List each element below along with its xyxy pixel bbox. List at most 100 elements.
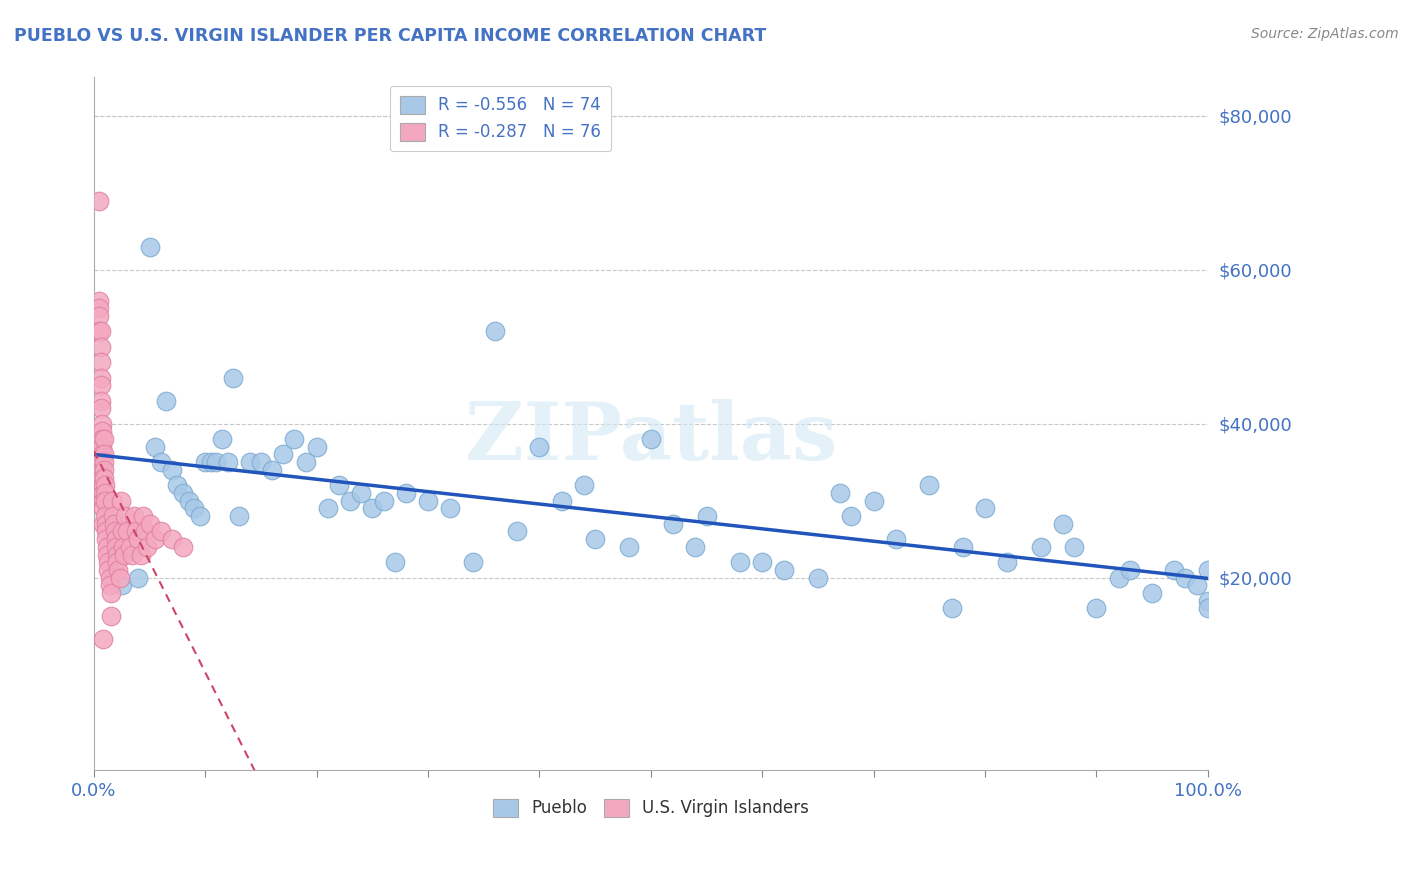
Point	[121, 548, 143, 562]
Point	[583, 532, 606, 546]
Point	[551, 493, 574, 508]
Point	[1140, 586, 1163, 600]
Point	[89, 309, 111, 323]
Point	[104, 524, 127, 539]
Point	[96, 516, 118, 531]
Point	[98, 578, 121, 592]
Point	[114, 509, 136, 524]
Point	[90, 425, 112, 439]
Point	[118, 540, 141, 554]
Point	[122, 509, 145, 524]
Point	[89, 301, 111, 316]
Point	[205, 455, 228, 469]
Point	[96, 532, 118, 546]
Point	[172, 540, 194, 554]
Point	[90, 432, 112, 446]
Point	[94, 509, 117, 524]
Point	[90, 448, 112, 462]
Point	[105, 532, 128, 546]
Point	[211, 432, 233, 446]
Point	[93, 448, 115, 462]
Point	[316, 501, 339, 516]
Point	[1063, 540, 1085, 554]
Point	[149, 524, 172, 539]
Text: PUEBLO VS U.S. VIRGIN ISLANDER PER CAPITA INCOME CORRELATION CHART: PUEBLO VS U.S. VIRGIN ISLANDER PER CAPIT…	[14, 27, 766, 45]
Legend: Pueblo, U.S. Virgin Islanders: Pueblo, U.S. Virgin Islanders	[486, 792, 815, 824]
Point	[294, 455, 316, 469]
Point	[96, 524, 118, 539]
Point	[105, 548, 128, 562]
Point	[952, 540, 974, 554]
Point	[194, 455, 217, 469]
Point	[91, 486, 114, 500]
Point	[1197, 563, 1219, 577]
Point	[228, 509, 250, 524]
Point	[100, 586, 122, 600]
Point	[136, 540, 159, 554]
Point	[138, 240, 160, 254]
Point	[93, 455, 115, 469]
Point	[1185, 578, 1208, 592]
Point	[90, 370, 112, 384]
Point	[90, 417, 112, 431]
Point	[129, 548, 152, 562]
Point	[695, 509, 717, 524]
Point	[200, 455, 222, 469]
Point	[506, 524, 529, 539]
Point	[918, 478, 941, 492]
Point	[1174, 571, 1197, 585]
Point	[91, 516, 114, 531]
Point	[138, 516, 160, 531]
Point	[839, 509, 862, 524]
Point	[807, 571, 830, 585]
Point	[183, 501, 205, 516]
Point	[177, 493, 200, 508]
Point	[97, 563, 120, 577]
Point	[112, 548, 135, 562]
Point	[155, 393, 177, 408]
Point	[222, 370, 245, 384]
Point	[572, 478, 595, 492]
Point	[90, 340, 112, 354]
Point	[143, 532, 166, 546]
Point	[685, 540, 707, 554]
Point	[250, 455, 273, 469]
Point	[94, 493, 117, 508]
Point	[100, 493, 122, 508]
Point	[132, 509, 155, 524]
Point	[484, 324, 506, 338]
Point	[395, 486, 418, 500]
Point	[461, 555, 484, 569]
Point	[1052, 516, 1074, 531]
Point	[90, 324, 112, 338]
Point	[91, 501, 114, 516]
Point	[830, 486, 852, 500]
Point	[110, 493, 132, 508]
Point	[89, 293, 111, 308]
Point	[105, 540, 128, 554]
Point	[97, 555, 120, 569]
Point	[662, 516, 685, 531]
Point	[108, 571, 131, 585]
Point	[328, 478, 350, 492]
Point	[617, 540, 640, 554]
Point	[862, 493, 884, 508]
Point	[166, 478, 188, 492]
Point	[283, 432, 305, 446]
Point	[1085, 601, 1108, 615]
Point	[884, 532, 907, 546]
Point	[93, 463, 115, 477]
Text: ZIPatlas: ZIPatlas	[465, 399, 837, 476]
Point	[416, 493, 439, 508]
Point	[117, 524, 139, 539]
Point	[305, 440, 328, 454]
Point	[149, 455, 172, 469]
Point	[107, 563, 129, 577]
Point	[217, 455, 239, 469]
Point	[90, 378, 112, 392]
Point	[105, 555, 128, 569]
Point	[90, 393, 112, 408]
Point	[101, 509, 124, 524]
Point	[90, 455, 112, 469]
Point	[239, 455, 262, 469]
